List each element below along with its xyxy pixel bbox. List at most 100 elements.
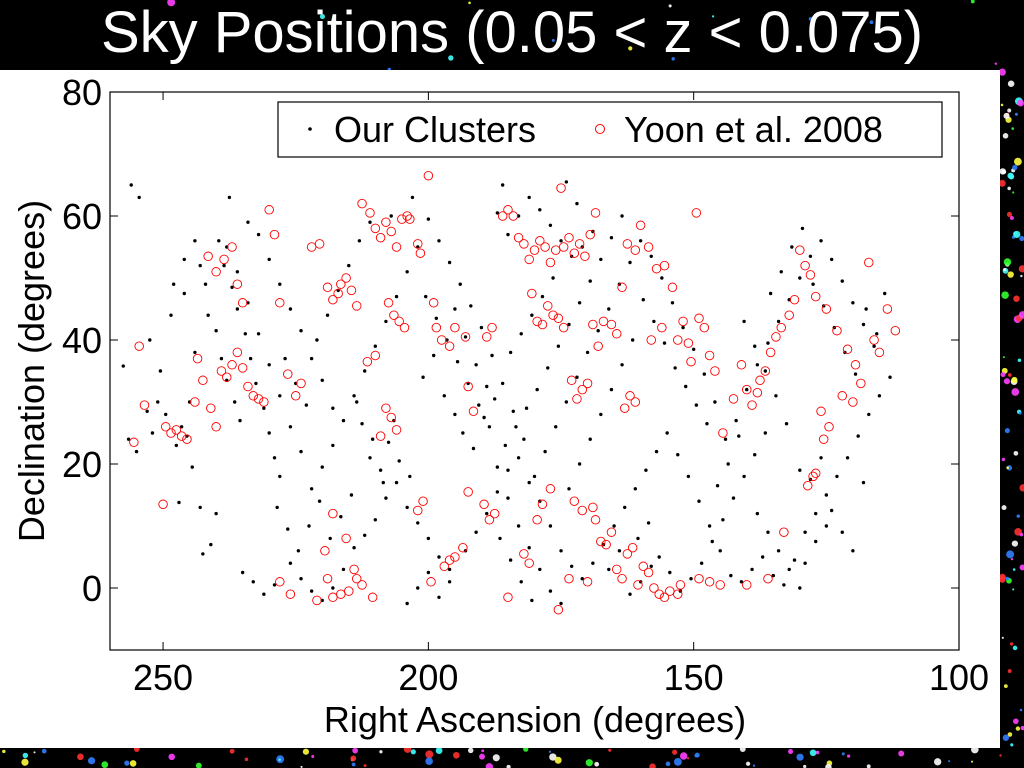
star	[41, 748, 47, 754]
star	[300, 765, 303, 768]
our-cluster-point	[617, 549, 622, 553]
yoon-cluster-point	[481, 332, 492, 342]
star	[1007, 373, 1012, 377]
star	[379, 750, 383, 754]
our-cluster-point	[596, 329, 600, 333]
our-cluster-point	[431, 353, 436, 358]
our-cluster-point	[479, 325, 484, 330]
our-cluster-point	[437, 555, 441, 559]
star	[803, 764, 807, 768]
our-cluster-point	[766, 341, 770, 345]
our-cluster-point	[511, 409, 515, 413]
yoon-cluster-point	[351, 301, 362, 311]
our-cluster-point	[559, 549, 563, 553]
our-cluster-point	[256, 332, 261, 336]
yoon-cluster-point	[633, 580, 643, 590]
yoon-cluster-point	[808, 471, 818, 482]
yoon-cluster-point	[630, 397, 641, 407]
yoon-cluster-point	[312, 595, 322, 606]
star	[1019, 236, 1024, 242]
legend-label-our-clusters: Our Clusters	[334, 109, 536, 150]
our-cluster-point	[633, 487, 638, 491]
our-cluster-point	[702, 372, 706, 376]
our-cluster-point	[447, 567, 452, 572]
star	[841, 752, 845, 756]
star	[1019, 708, 1023, 712]
our-cluster-point	[416, 521, 420, 525]
yoon-cluster-point	[489, 508, 500, 519]
yoon-cluster-point	[460, 332, 471, 342]
our-cluster-point	[469, 304, 473, 308]
star	[999, 576, 1006, 583]
our-cluster-point	[851, 549, 855, 553]
yoon-cluster-point	[519, 549, 529, 559]
yoon-cluster-point	[699, 322, 710, 333]
our-cluster-point	[506, 468, 510, 472]
yoon-cluster-point	[638, 561, 649, 572]
our-cluster-point	[776, 319, 781, 324]
our-cluster-point	[386, 440, 391, 444]
star	[1015, 726, 1021, 731]
yoon-cluster-point	[362, 356, 373, 367]
yoon-cluster-point	[333, 288, 343, 299]
our-cluster-point	[416, 586, 420, 590]
star	[1003, 258, 1012, 266]
our-cluster-point	[753, 344, 757, 348]
star	[999, 168, 1006, 175]
our-cluster-point	[792, 558, 797, 562]
yoon-cluster-point	[513, 232, 524, 243]
our-cluster-point	[455, 360, 460, 364]
star	[1011, 127, 1015, 130]
yoon-cluster-point	[237, 363, 248, 373]
yoon-cluster-point	[171, 425, 182, 435]
our-cluster-point	[662, 341, 667, 345]
our-cluster-point	[739, 580, 744, 584]
yoon-cluster-point	[389, 310, 399, 320]
star	[825, 763, 832, 768]
our-cluster-point	[283, 356, 287, 361]
our-cluster-point	[506, 232, 510, 237]
our-cluster-point	[798, 276, 802, 280]
our-cluster-point	[219, 356, 224, 361]
our-cluster-point	[530, 598, 534, 603]
our-cluster-point	[453, 307, 457, 311]
yoon-cluster-point	[418, 496, 428, 506]
yoon-cluster-point	[232, 347, 243, 358]
star	[319, 14, 325, 20]
star	[549, 753, 557, 761]
yoon-cluster-point	[484, 515, 495, 525]
our-cluster-point	[676, 453, 680, 457]
yoon-cluster-point	[882, 304, 893, 314]
our-cluster-point	[814, 511, 818, 516]
x-tick-label: 100	[929, 657, 989, 698]
yoon-cluster-point	[328, 592, 338, 603]
star	[934, 758, 942, 766]
star	[1007, 732, 1013, 737]
yoon-cluster-point	[375, 431, 386, 441]
yoon-cluster-point	[269, 229, 280, 240]
yoon-cluster-point	[848, 397, 858, 407]
yoon-cluster-point	[370, 350, 381, 361]
yoon-cluster-point	[617, 573, 627, 584]
x-tick-label: 150	[664, 657, 724, 698]
our-cluster-point	[325, 313, 330, 317]
our-cluster-point	[835, 474, 839, 479]
our-cluster-point	[628, 260, 632, 265]
our-cluster-point	[474, 363, 478, 367]
our-cluster-point	[389, 214, 393, 218]
yoon-cluster-point	[540, 242, 550, 252]
yoon-cluster-point	[686, 356, 696, 367]
chart-panel: 250 200 150 100 0 20 40 60 80 Right Ascension (…	[0, 70, 1000, 748]
our-cluster-point	[867, 412, 871, 417]
star	[1016, 514, 1021, 518]
our-cluster-point	[875, 332, 879, 336]
yoon-cluster-point	[649, 583, 659, 593]
star	[1003, 684, 1008, 689]
y-tick-label: 0	[82, 568, 102, 609]
our-cluster-point	[373, 344, 378, 348]
yoon-cluster-point	[657, 322, 667, 333]
yoon-cluster-point	[659, 592, 670, 603]
our-cluster-point	[814, 539, 818, 544]
our-cluster-point	[378, 468, 383, 472]
our-cluster-point	[808, 254, 813, 258]
